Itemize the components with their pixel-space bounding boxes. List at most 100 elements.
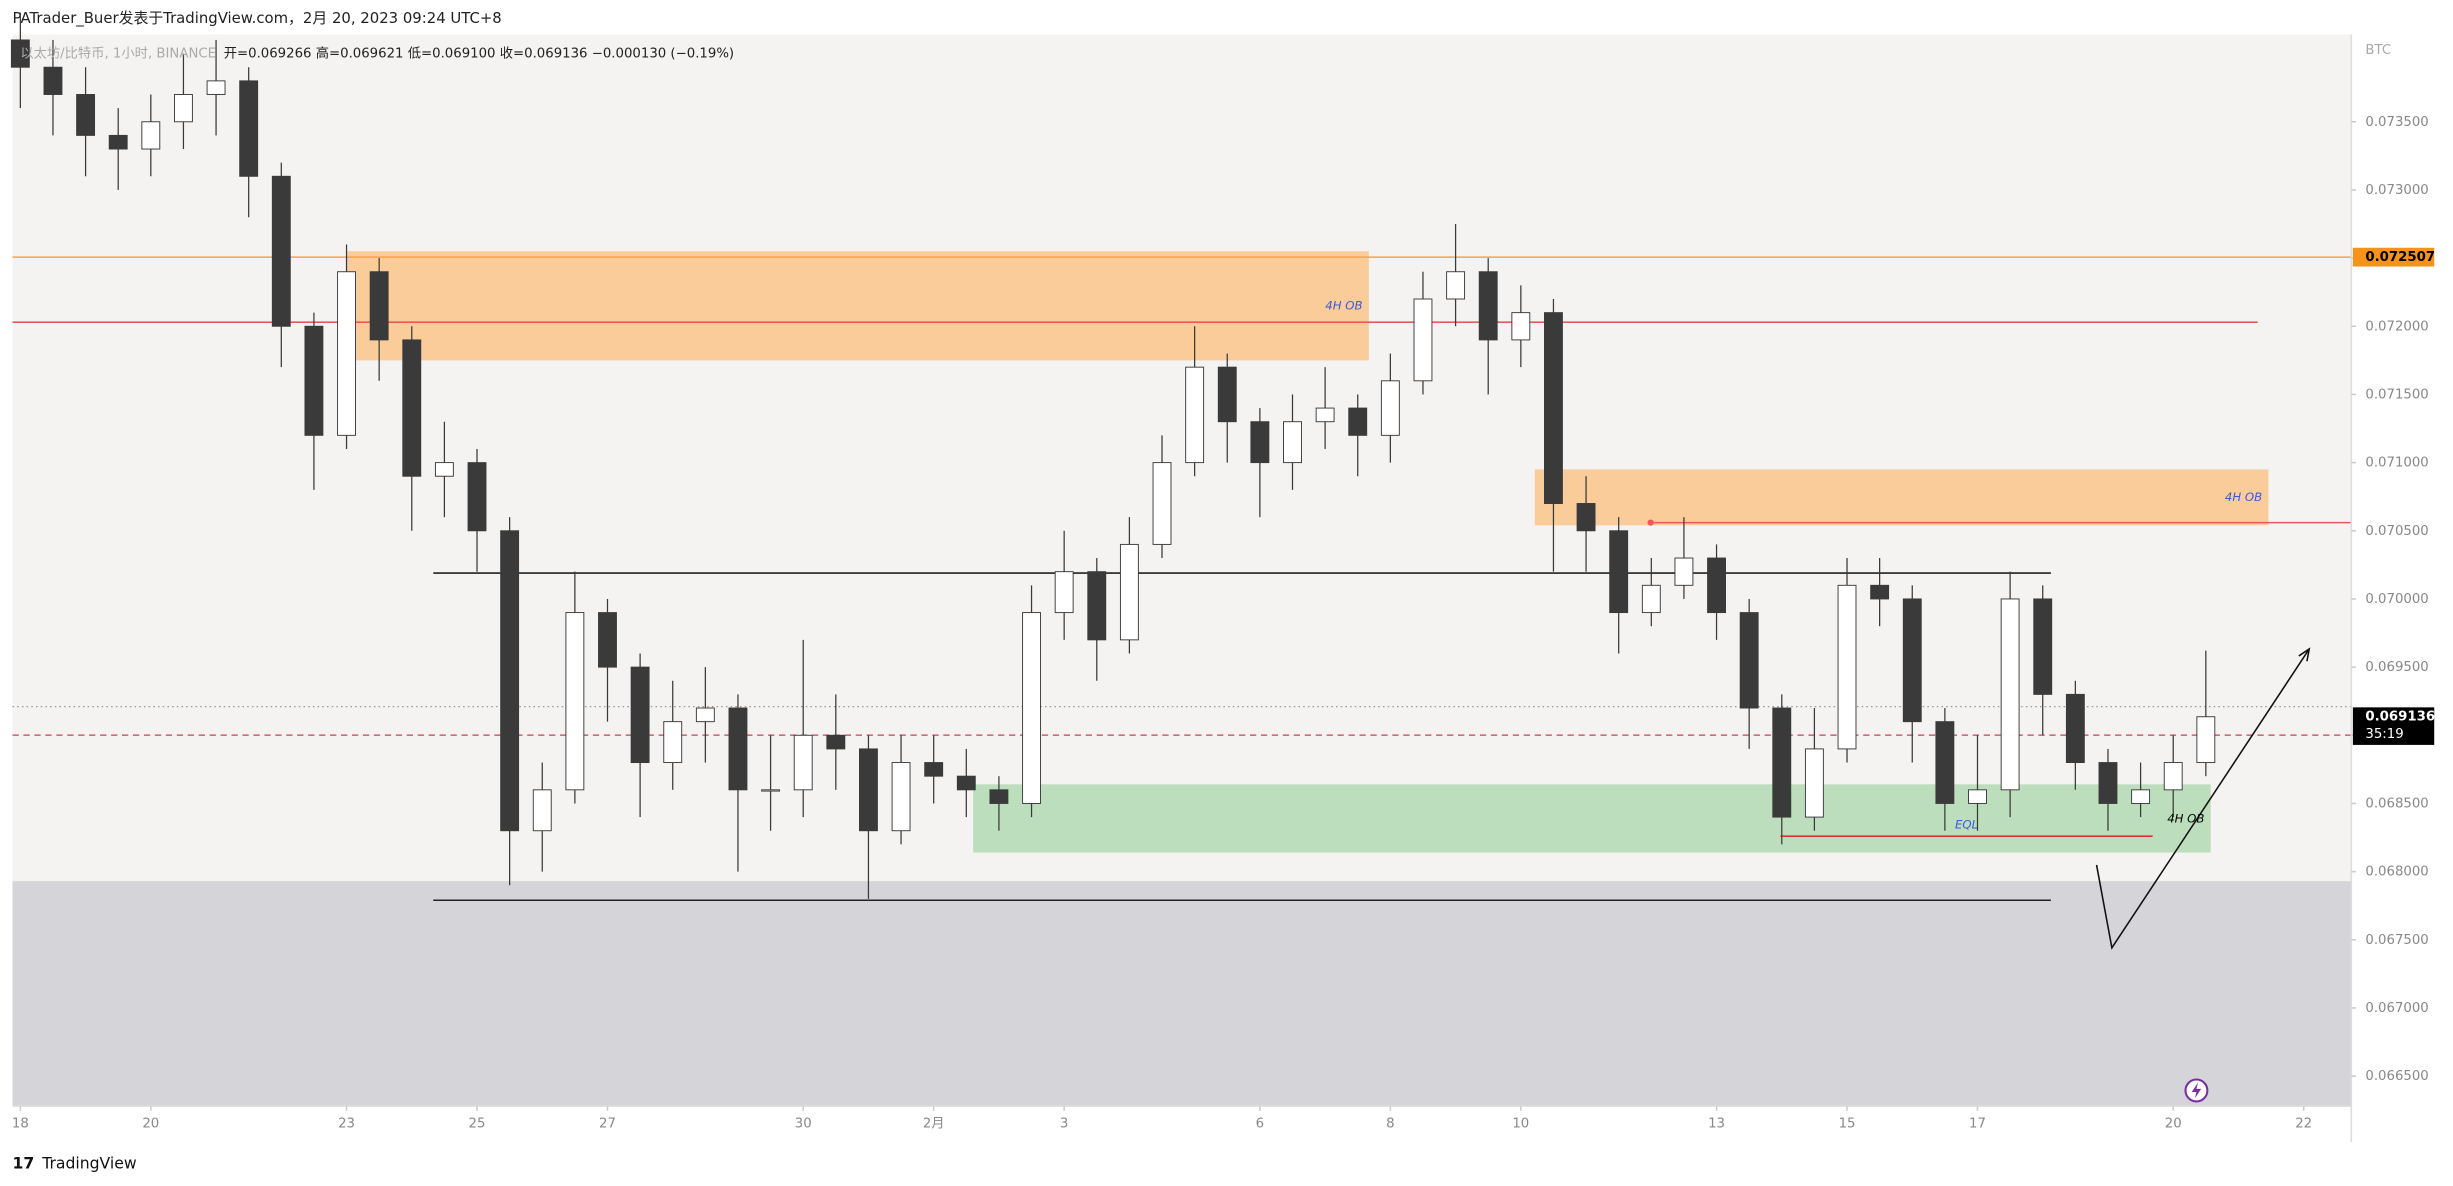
candle-body: [2000, 598, 2020, 791]
zone: [973, 784, 2211, 853]
level-label: EQL: [1955, 818, 1978, 832]
zone-label: 4H OB: [2167, 811, 2204, 825]
candle-body: [271, 175, 291, 327]
x-tick-label: 20: [142, 1116, 159, 1131]
footer: TradingView: [41, 1154, 137, 1173]
x-tick-label: 25: [469, 1116, 486, 1131]
candle-body: [630, 666, 650, 764]
candle-body: [1217, 366, 1237, 423]
y-tick-label: 0.071000: [2365, 456, 2428, 471]
candle-body: [2065, 693, 2085, 764]
y-tick-label: 0.070500: [2365, 524, 2428, 539]
candle-body: [10, 39, 30, 68]
arrow-head: [2298, 647, 2311, 662]
candle-body: [565, 612, 585, 791]
zone: [12, 881, 2352, 1107]
candle-body: [598, 612, 617, 668]
y-tick-label: 0.070000: [2365, 592, 2428, 607]
plot: EQL: [10, 12, 2352, 1107]
candle-body: [1283, 421, 1302, 464]
candle-body: [1119, 543, 1139, 641]
axis-unit: BTC: [2365, 43, 2391, 58]
zone: [347, 251, 1369, 361]
x-tick-label: 2月: [923, 1116, 945, 1131]
candle-body: [826, 734, 846, 750]
candle-body: [1902, 598, 1922, 723]
x-tick-label: 22: [2295, 1116, 2312, 1131]
candle-body: [1739, 612, 1759, 709]
candle-body: [369, 271, 389, 341]
candle-body: [1054, 571, 1074, 614]
zone-label: 4H OB: [1325, 298, 1362, 312]
y-tick-label: 0.066500: [2365, 1069, 2428, 1084]
candle-body: [467, 462, 487, 532]
candle-body: [206, 80, 226, 95]
x-tick-label: 30: [795, 1116, 812, 1131]
x-tick-label: 6: [1256, 1116, 1264, 1131]
candle-body: [1641, 584, 1661, 614]
level-dot: [1647, 519, 1654, 526]
candle-body: [1576, 503, 1596, 532]
candle-body: [532, 789, 552, 832]
candle-body: [956, 775, 976, 791]
x-tick-label: 8: [1386, 1116, 1394, 1131]
candle-body: [924, 762, 944, 777]
candle-body: [1804, 748, 1824, 818]
candle-body: [1152, 462, 1172, 545]
candle-body: [1478, 271, 1498, 341]
price-label-box: [2352, 247, 2435, 267]
candle-body: [1968, 789, 1987, 804]
candle-body: [43, 66, 63, 95]
candle-body: [500, 530, 520, 832]
candle-body: [2033, 598, 2053, 695]
candle-body: [1413, 298, 1433, 382]
candle-body: [695, 707, 715, 723]
x-tick-label: 18: [12, 1116, 29, 1131]
candle-body: [1935, 721, 1955, 804]
candle-body: [761, 789, 781, 792]
arrow: [2095, 648, 2310, 950]
candle-body: [141, 121, 161, 150]
candle-body: [304, 325, 324, 436]
header: PATrader_Buer发表于TradingView.com，2月 20, 2…: [13, 9, 502, 27]
x-tick-label: 17: [1969, 1116, 1986, 1131]
candle-body: [1185, 366, 1205, 464]
zone: [1534, 469, 2269, 526]
candle-body: [793, 734, 813, 791]
candle-body: [663, 721, 683, 764]
candle-body: [2163, 762, 2183, 791]
candle-body: [1609, 530, 1629, 614]
candle-body: [2196, 716, 2216, 764]
candle-body: [1348, 407, 1368, 436]
x-tick-label: 13: [1708, 1116, 1725, 1131]
candle-body: [1511, 312, 1531, 341]
countdown: 35:19: [2365, 727, 2403, 742]
candle-body: [2098, 762, 2118, 804]
candle-body: [2131, 789, 2151, 804]
y-tick-label: 0.073000: [2365, 183, 2428, 198]
symbol: 以太坊/比特币, 1小时, BINANCE: [20, 45, 216, 61]
candle-body: [239, 80, 259, 177]
y-tick-label: 0.069500: [2365, 660, 2428, 675]
y-tick-label: 0.072000: [2365, 319, 2428, 334]
candle-body: [108, 134, 128, 150]
candle-body: [1380, 380, 1400, 436]
candle-body: [1707, 557, 1726, 614]
logo-mark: 17: [13, 1154, 35, 1173]
price-label-box: [2352, 707, 2435, 745]
candle-body: [337, 271, 356, 436]
x-tick-label: 10: [1512, 1116, 1529, 1131]
candle-body: [1837, 584, 1857, 750]
candle-body: [402, 339, 422, 477]
candle-body: [76, 94, 96, 136]
candle-body: [1544, 312, 1563, 504]
x-tick-label: 20: [2165, 1116, 2182, 1131]
candle-body: [1446, 271, 1466, 300]
price-label: 0.069136: [2365, 710, 2435, 725]
ohlc-legend: 开=0.069266 高=0.069621 低=0.069100 收=0.069…: [224, 44, 734, 61]
x-tick-label: 27: [599, 1116, 616, 1131]
y-tick-label: 0.067000: [2365, 1001, 2428, 1016]
candle-body: [1674, 557, 1694, 586]
x-tick-label: 3: [1060, 1116, 1068, 1131]
